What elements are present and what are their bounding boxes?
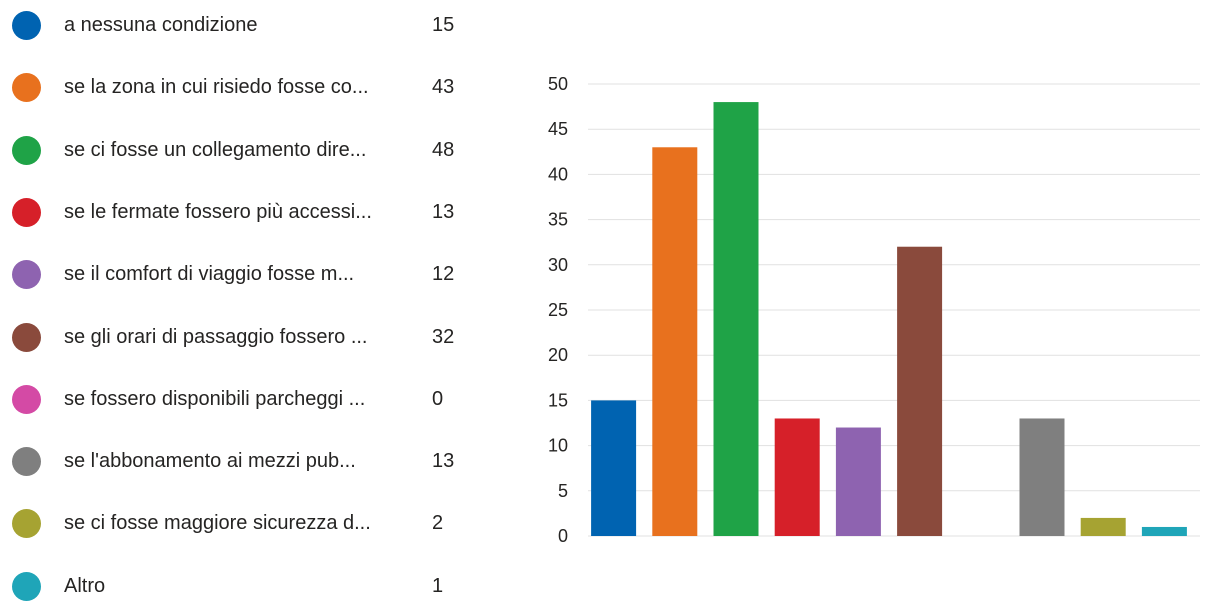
legend-count: 2 — [432, 512, 444, 535]
legend-label: se ci fosse un collegamento dire... — [64, 138, 367, 161]
legend-label: Altro — [64, 574, 106, 597]
legend-count: 48 — [432, 138, 455, 161]
bar[interactable] — [1080, 517, 1126, 536]
y-tick-label: 0 — [558, 526, 568, 546]
legend-label: se l'abbonamento ai mezzi pub... — [64, 450, 356, 473]
legend-count: 12 — [432, 263, 455, 286]
legend-label: se le fermate fossero più accessi... — [64, 200, 372, 223]
y-tick-label: 20 — [548, 345, 568, 365]
bar[interactable] — [652, 147, 698, 536]
legend-color-dot — [12, 260, 41, 290]
y-tick-label: 15 — [548, 390, 568, 410]
legend-label: a nessuna condizione — [64, 14, 258, 36]
legend-color-dot — [12, 73, 41, 103]
legend-color-dot — [12, 571, 41, 601]
legend-item[interactable]: se la zona in cui risiedo fosse co... 43 — [0, 66, 480, 106]
y-tick-label: 50 — [548, 74, 568, 94]
legend-label: se ci fosse maggiore sicurezza d... — [64, 512, 371, 535]
legend-color-dot — [12, 11, 41, 40]
bar-chart: 0 5 10 15 20 25 30 35 40 45 50 — [548, 74, 1200, 546]
legend-color-dot — [12, 197, 41, 227]
y-tick-label: 10 — [548, 436, 568, 456]
legend-label: se la zona in cui risiedo fosse co... — [64, 76, 369, 99]
legend-item[interactable]: Altro 1 — [0, 565, 480, 605]
legend-item[interactable]: se fossero disponibili parcheggi ... 0 — [0, 378, 480, 418]
legend-count: 43 — [432, 76, 455, 99]
legend-label: se gli orari di passaggio fossero ... — [64, 325, 368, 348]
y-tick-label: 40 — [548, 164, 568, 184]
legend-item[interactable]: se l'abbonamento ai mezzi pub... 13 — [0, 440, 480, 480]
legend-item[interactable]: se ci fosse maggiore sicurezza d... 2 — [0, 502, 480, 542]
bar[interactable] — [1141, 526, 1187, 536]
legend-item[interactable]: se il comfort di viaggio fosse m... 12 — [0, 253, 480, 293]
y-tick-label: 25 — [548, 300, 568, 320]
legend-color-dot — [12, 322, 41, 352]
legend-item[interactable]: a nessuna condizione 15 — [0, 4, 480, 44]
bar[interactable] — [1019, 418, 1065, 536]
legend: a nessuna condizione 15 se la zona in cui … — [0, 0, 480, 601]
legend-item[interactable]: se gli orari di passaggio fossero ... 32 — [0, 316, 480, 356]
y-tick-label: 35 — [548, 210, 568, 230]
legend-color-dot — [12, 135, 41, 165]
y-tick-label: 45 — [548, 119, 568, 139]
bar[interactable] — [774, 418, 820, 536]
bar[interactable] — [591, 400, 637, 536]
legend-label: se fossero disponibili parcheggi ... — [64, 387, 366, 410]
legend-count: 15 — [432, 14, 455, 36]
y-tick-label: 5 — [558, 481, 568, 501]
legend-item[interactable]: se le fermate fossero più accessi... 13 — [0, 191, 480, 231]
y-tick-label: 30 — [548, 255, 568, 275]
bar[interactable] — [835, 427, 881, 536]
legend-count: 0 — [432, 387, 444, 410]
legend-color-dot — [12, 509, 41, 539]
legend-label: se il comfort di viaggio fosse m... — [64, 263, 355, 286]
legend-item[interactable]: se ci fosse un collegamento dire... 48 — [0, 129, 480, 169]
bar[interactable] — [897, 246, 943, 536]
legend-count: 13 — [432, 200, 455, 223]
bar[interactable] — [713, 102, 759, 536]
legend-count: 1 — [432, 574, 444, 597]
legend-color-dot — [12, 384, 41, 414]
legend-count: 32 — [432, 325, 455, 348]
legend-color-dot — [12, 447, 41, 477]
legend-count: 13 — [432, 450, 455, 473]
